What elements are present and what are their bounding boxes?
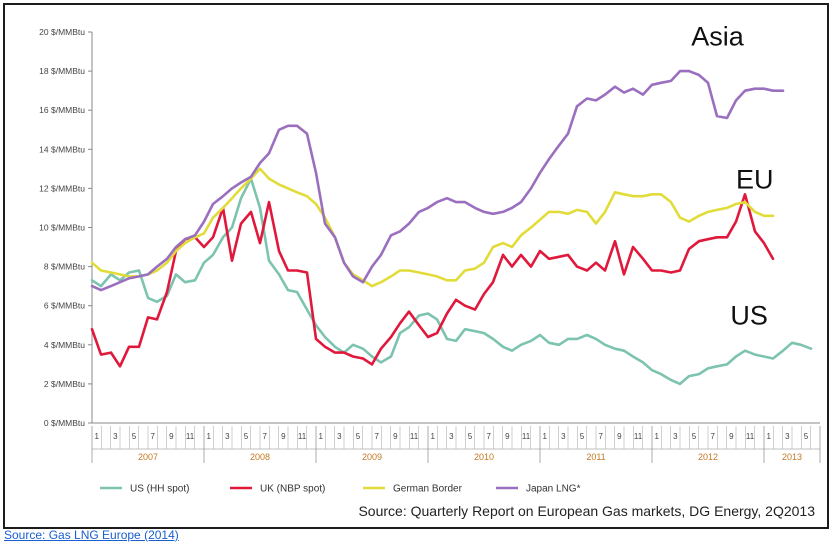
series-line-3 <box>90 167 775 288</box>
year-label: 2013 <box>782 452 802 462</box>
legend-label: Japan LNG* <box>526 484 581 495</box>
x-tick-label: 11 <box>746 432 755 441</box>
x-tick-label: 1 <box>766 432 771 441</box>
year-label: 2008 <box>250 452 270 462</box>
source-note: Source: Quarterly Report on European Gas… <box>358 503 815 519</box>
legend-label: UK (NBP spot) <box>260 484 325 495</box>
x-tick-label: 11 <box>298 432 307 441</box>
x-tick-label: 7 <box>262 432 267 441</box>
x-tick-label: 1 <box>654 432 659 441</box>
x-tick-label: 3 <box>337 432 342 441</box>
y-tick-label: 0 $/MMBtu <box>44 418 85 428</box>
region-labels: Asia EU US <box>691 22 773 331</box>
region-label: US <box>730 300 768 330</box>
x-tick-label: 5 <box>692 432 697 441</box>
y-tick-label: 14 $/MMBtu <box>39 144 85 154</box>
x-tick-label: 5 <box>580 432 585 441</box>
legend: US (HH spot) UK (NBP spot) German Border Ja… <box>100 484 581 495</box>
x-tick-label: 11 <box>186 432 195 441</box>
x-tick-label: 11 <box>410 432 419 441</box>
x-tick-label: 5 <box>356 432 361 441</box>
y-tick-label: 12 $/MMBtu <box>39 183 85 193</box>
x-tick-label: 3 <box>561 432 566 441</box>
x-tick-label: 9 <box>505 432 510 441</box>
series-line-1 <box>90 177 813 386</box>
chart-canvas: 0 $/MMBtu 2 $/MMBtu 4 $/MMBtu 6 $/MMBtu 8 $/… <box>39 22 821 519</box>
y-tick-label: 2 $/MMBtu <box>44 379 85 389</box>
x-tick-label: 5 <box>804 432 809 441</box>
x-tick-label: 3 <box>785 432 790 441</box>
x-tick-label: 9 <box>617 432 622 441</box>
y-tick-label: 8 $/MMBtu <box>44 262 85 272</box>
legend-label: German Border <box>393 484 463 495</box>
year-label: 2012 <box>698 452 718 462</box>
x-tick-label: 7 <box>150 432 155 441</box>
year-label: 2009 <box>362 452 382 462</box>
chart-frame: 0 $/MMBtu 2 $/MMBtu 4 $/MMBtu 6 $/MMBtu 8 $/… <box>3 3 829 529</box>
y-tick-label: 10 $/MMBtu <box>39 223 85 233</box>
region-label: EU <box>736 164 774 194</box>
y-tick-label: 18 $/MMBtu <box>39 66 85 76</box>
x-tick-label: 11 <box>522 432 531 441</box>
x-tick-label: 1 <box>430 432 435 441</box>
x-tick-label: 11 <box>634 432 643 441</box>
x-tick-label: 1 <box>318 432 323 441</box>
x-tick-label: 5 <box>468 432 473 441</box>
x-tick-label: 3 <box>225 432 230 441</box>
x-tick-label: 5 <box>244 432 249 441</box>
x-tick-label: 7 <box>710 432 715 441</box>
x-tick-label: 7 <box>486 432 491 441</box>
x-tick-label: 7 <box>374 432 379 441</box>
x-tick-label: 3 <box>449 432 454 441</box>
y-tick-label: 16 $/MMBtu <box>39 105 85 115</box>
x-tick-label: 5 <box>132 432 137 441</box>
y-tick-label: 6 $/MMBtu <box>44 301 85 311</box>
legend-label: US (HH spot) <box>130 484 189 495</box>
x-tick-label: 1 <box>206 432 211 441</box>
year-label: 2007 <box>138 452 158 462</box>
x-tick-label: 3 <box>673 432 678 441</box>
x-tick-label: 9 <box>393 432 398 441</box>
x-tick-label: 7 <box>598 432 603 441</box>
y-tick-label: 20 $/MMBtu <box>39 27 85 37</box>
series-lines <box>90 69 813 386</box>
x-tick-label: 3 <box>113 432 118 441</box>
x-tick-label: 1 <box>542 432 547 441</box>
x-tick-label: 1 <box>94 432 99 441</box>
x-tick-label: 9 <box>729 432 734 441</box>
axes: 0 $/MMBtu 2 $/MMBtu 4 $/MMBtu 6 $/MMBtu 8 $/… <box>39 27 821 463</box>
source-link[interactable]: Source: Gas LNG Europe (2014) <box>4 528 179 542</box>
y-tick-label: 4 $/MMBtu <box>44 340 85 350</box>
series-line-4 <box>90 69 785 292</box>
x-tick-label: 9 <box>169 432 174 441</box>
series-line-2 <box>90 193 775 368</box>
year-label: 2010 <box>474 452 494 462</box>
x-tick-label: 9 <box>281 432 286 441</box>
year-label: 2011 <box>586 452 605 462</box>
region-label: Asia <box>691 22 745 52</box>
